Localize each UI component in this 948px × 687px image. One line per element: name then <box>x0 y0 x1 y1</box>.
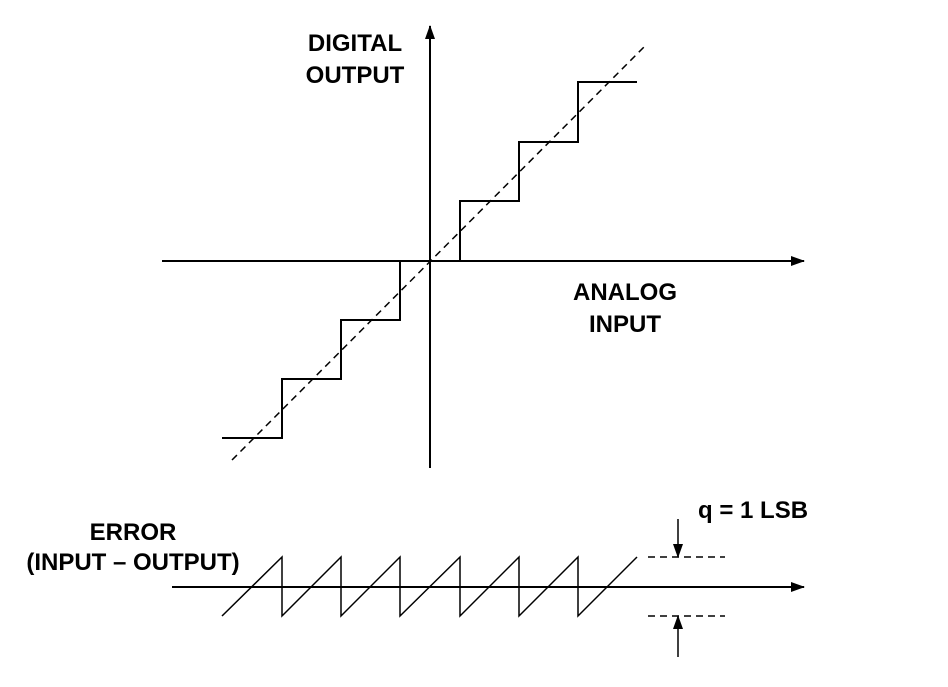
error-sawtooth <box>221 555 638 618</box>
staircase-output <box>222 81 637 439</box>
quantum-label: q = 1 LSB <box>698 497 808 524</box>
ideal-transfer-line <box>231 43 648 461</box>
y-axis-label-line-1: DIGITAL <box>308 30 402 57</box>
error-label-line-1: ERROR <box>90 519 177 546</box>
y-axis-label-line-2: OUTPUT <box>306 62 405 89</box>
x-axis-label-line-1: ANALOG <box>573 279 677 306</box>
error-label-line-2: (INPUT – OUTPUT) <box>26 549 239 576</box>
x-axis-label-line-2: INPUT <box>589 311 661 338</box>
